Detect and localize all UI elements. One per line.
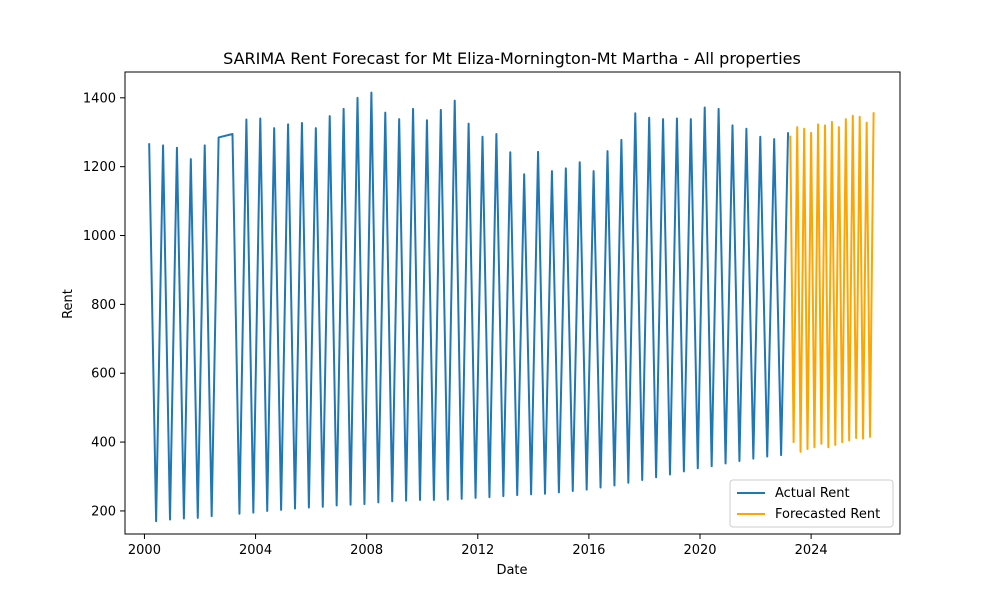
plot-series — [148, 91, 875, 523]
y-axis-ticks: 200 400 600 800 1000 1200 1400 — [83, 91, 125, 519]
x-tick-label: 2020 — [683, 543, 716, 558]
y-tick-label: 200 — [91, 504, 116, 519]
x-axis-label: Date — [496, 563, 527, 578]
legend-actual-label: Actual Rent — [775, 486, 850, 501]
y-tick-label: 800 — [91, 298, 116, 313]
y-tick-label: 1400 — [83, 91, 116, 106]
y-tick-label: 400 — [91, 436, 116, 451]
x-tick-label: 2016 — [572, 543, 605, 558]
y-tick-label: 1200 — [83, 160, 116, 175]
chart-title: SARIMA Rent Forecast for Mt Eliza-Mornin… — [223, 49, 801, 68]
y-tick-label: 1000 — [83, 229, 116, 244]
x-tick-label: 2004 — [239, 543, 272, 558]
y-tick-label: 600 — [91, 367, 116, 382]
y-axis-label: Rent — [61, 289, 76, 319]
actual-rent-line — [148, 91, 790, 523]
x-axis-ticks: 2000 2004 2008 2012 2016 2020 2024 — [128, 534, 828, 558]
x-tick-label: 2012 — [461, 543, 494, 558]
legend: Actual Rent Forecasted Rent — [729, 479, 894, 528]
x-tick-label: 2008 — [350, 543, 383, 558]
plot-frame — [124, 71, 901, 535]
legend-forecast-label: Forecasted Rent — [775, 507, 880, 522]
x-tick-label: 2024 — [795, 543, 828, 558]
legend-box — [729, 479, 894, 528]
x-tick-label: 2000 — [128, 543, 161, 558]
forecasted-rent-line — [789, 112, 875, 453]
